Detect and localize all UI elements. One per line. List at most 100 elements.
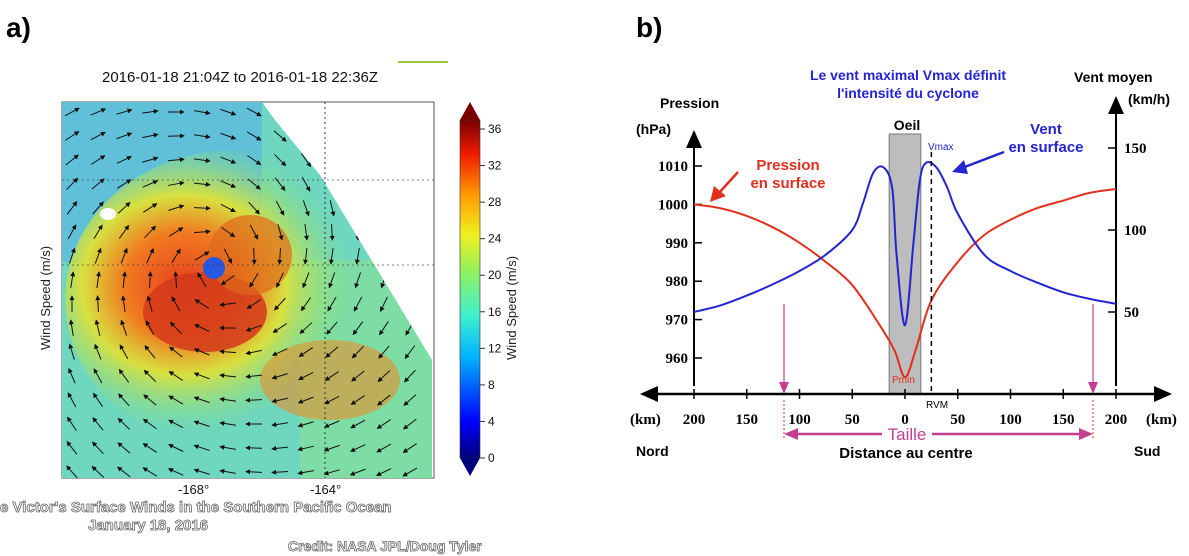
wind-vector-arrow [378,345,390,359]
right-axis-tick-label: 50 [1124,305,1139,321]
wind-vector-arrow [274,297,286,311]
colorbar-tick-label: 12 [488,341,502,355]
wind-vector-arrow [167,133,185,139]
x-axis-tick-label: 50 [845,412,860,428]
wind-vector-arrow [302,272,310,289]
wind-vector-arrow [326,321,338,335]
wind-vector-arrow [193,372,210,380]
wind-vector-arrow [143,203,158,213]
wind-series-label-line1: Vent [1030,121,1062,138]
map-time-range: 2016-01-18 21:04Z to 2016-01-18 22:36Z [102,69,378,86]
data-gap [100,208,116,220]
wind-vector-arrow [323,420,340,428]
wind-vector-arrow [219,468,236,474]
colorbar-tick-label: 4 [488,414,495,428]
wind-vector-arrow [380,296,388,312]
pressure-label-arrowhead [710,186,726,202]
wind-vector-arrow [118,393,130,407]
wind-vector-arrow [327,296,337,312]
wind-vector-arrow [276,272,284,289]
pressure-label-pointer [717,171,739,195]
wind-vector-arrow [121,271,127,289]
wind-vector-arrow [246,299,261,309]
map-x-tick: -164° [310,482,341,497]
x-axis-tick-label: 0 [901,412,909,428]
wind-vector-arrow [142,443,157,453]
wind-vector-arrow [95,295,101,313]
panel-a-label: a) [6,12,31,43]
wind-vector-arrow [328,248,334,265]
wind-vector-arrow [246,107,262,117]
wind-vector-arrow [219,349,237,355]
wind-vector-arrow [168,395,184,405]
wind-vector-arrow [92,392,103,407]
wind-vector-arrow [70,271,76,288]
colorbar-tick-label: 0 [488,451,495,465]
wind-vector-arrow [66,441,78,455]
wind-map-figure: 2016-01-18 21:04Z to 2016-01-18 22:36Z -… [0,61,519,554]
wind-vector-arrow [220,156,237,164]
wind-vector-arrow [323,444,340,452]
wind-vector-arrow [121,295,126,312]
wind-vector-arrow [329,223,335,241]
wind-vector-arrow [119,344,129,360]
wind-vector-arrow [145,320,155,336]
left-axis-unit: (hPa) [636,121,671,137]
colorbar-tick-label: 28 [488,195,502,209]
wind-vector-arrow [68,319,74,336]
wind-vector-arrow [219,302,236,307]
wind-vector-arrow [90,108,107,116]
wind-vector-arrow [168,444,184,452]
wind-vector-arrow [193,396,210,404]
wind-vector-arrow [68,367,76,384]
wind-vector-arrow [220,274,235,286]
pmin-label: Pmin [892,375,915,386]
wind-vector-arrow [120,319,128,336]
wind-vector-arrow [376,419,391,429]
wind-vector-arrow [168,180,185,186]
wind-vector-arrow [67,224,77,240]
wind-vector-arrow [298,347,313,357]
wind-vector-arrow [144,225,157,239]
left-axis-tick-label: 1010 [658,159,688,175]
vmax-label: Vmax [928,142,954,153]
wind-vector-arrow [377,394,391,406]
wind-vector-arrow [297,445,314,452]
wind-vector-arrow [91,155,106,165]
wind-vector-arrow [68,343,75,360]
wind-vector-arrow [142,108,159,114]
wind-vector-arrow [297,421,314,428]
wind-vector-arrow [194,158,211,163]
wind-vector-arrow [219,396,236,402]
wind-vector-arrow [91,465,105,478]
left-axis-tick-label: 980 [666,274,689,290]
wind-vector-arrow [116,156,132,164]
wind-vector-arrow [169,346,183,358]
wind-series-label-line2: en surface [1008,139,1083,156]
wind-vector-arrow [120,247,128,264]
wind-vector-arrow [249,224,259,240]
wind-vector-arrow [404,345,416,360]
x-axis-arrow-left [640,386,658,402]
colorbar [459,119,481,459]
wind-vector-arrow [402,467,418,477]
wind-vector-arrow [324,371,339,381]
cyclone-profile-chart: 1010 1000 990 980 970 960 150 100 50 200 150 100 50 0… [630,67,1177,462]
taille-arrow-left [779,382,789,394]
wind-vector-arrow [354,248,360,265]
wind-vector-arrow [94,247,102,264]
wind-vector-arrow [146,247,154,264]
left-axis-arrow [686,130,702,148]
wind-vector-arrow [118,368,130,383]
x-unit-left: (km) [630,412,661,428]
wind-vector-arrow [349,468,366,476]
wind-vector-arrow [168,227,184,237]
wind-vector-arrow [117,442,131,454]
wind-vector-arrow [246,131,262,141]
wind-vector-arrow [247,155,262,165]
sud-label: Sud [1134,443,1160,459]
wind-vector-arrow [220,203,236,213]
wind-vector-arrow [142,418,157,430]
map-caption-line2: January 18, 2016 [88,517,208,534]
wind-vector-arrow [142,467,158,477]
